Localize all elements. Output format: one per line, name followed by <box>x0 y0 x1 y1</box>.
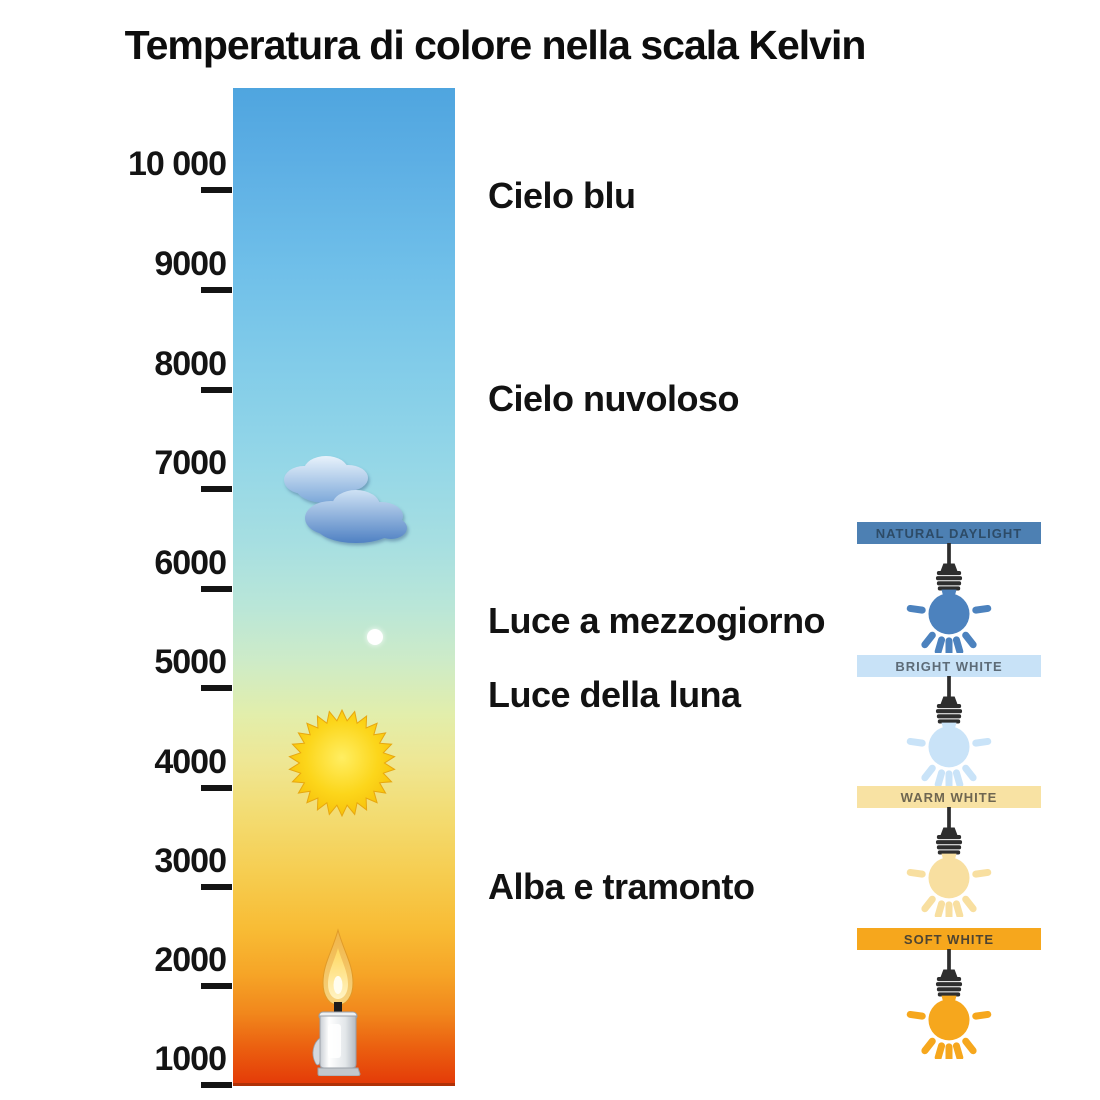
kelvin-label-3000: 3000 <box>154 842 227 880</box>
panel-banner-bright-white: BRIGHT WHITE <box>857 655 1041 677</box>
annotation-luce-a-mezzogiorno: Luce a mezzogiorno <box>488 600 826 641</box>
light-bulb-icon-soft-white <box>889 949 1009 1063</box>
sun-icon <box>288 708 396 818</box>
candle-icon <box>306 926 370 1077</box>
panel-banner-soft-white: SOFT WHITE <box>857 928 1041 950</box>
kelvin-tick-8000 <box>201 387 232 393</box>
kelvin-label-2000: 2000 <box>154 941 227 979</box>
kelvin-tick-10000 <box>201 187 232 193</box>
light-bulb-icon-bright-white <box>889 676 1009 790</box>
kelvin-tick-5000 <box>201 685 232 691</box>
kelvin-label-7000: 7000 <box>154 444 227 482</box>
page-title: Temperatura di colore nella scala Kelvin <box>124 22 867 68</box>
kelvin-tick-2000 <box>201 983 232 989</box>
kelvin-label-1000: 1000 <box>154 1040 227 1078</box>
light-bulb-icon-natural-daylight <box>889 543 1009 657</box>
annotation-luce-della-luna: Luce della luna <box>488 674 741 715</box>
panel-banner-warm-white: WARM WHITE <box>857 786 1041 808</box>
kelvin-label-9000: 9000 <box>154 245 227 283</box>
annotation-cielo-nuvoloso: Cielo nuvoloso <box>488 378 740 419</box>
panel-banner-natural-daylight: NATURAL DAYLIGHT <box>857 522 1041 544</box>
moon-icon <box>367 629 383 645</box>
kelvin-label-10000: 10 000 <box>128 145 227 183</box>
kelvin-label-6000: 6000 <box>154 544 227 582</box>
annotation-alba-e-tramonto: Alba e tramonto <box>488 866 755 907</box>
kelvin-tick-6000 <box>201 586 232 592</box>
kelvin-label-8000: 8000 <box>154 345 227 383</box>
cloud-icon <box>276 448 418 550</box>
kelvin-label-5000: 5000 <box>154 643 227 681</box>
kelvin-tick-1000 <box>201 1082 232 1088</box>
kelvin-gradient-bar <box>233 88 455 1086</box>
kelvin-label-4000: 4000 <box>154 743 227 781</box>
kelvin-tick-4000 <box>201 785 232 791</box>
kelvin-tick-9000 <box>201 287 232 293</box>
kelvin-tick-7000 <box>201 486 232 492</box>
light-bulb-icon-warm-white <box>889 807 1009 921</box>
annotation-cielo-blu: Cielo blu <box>488 175 636 216</box>
kelvin-tick-3000 <box>201 884 232 890</box>
